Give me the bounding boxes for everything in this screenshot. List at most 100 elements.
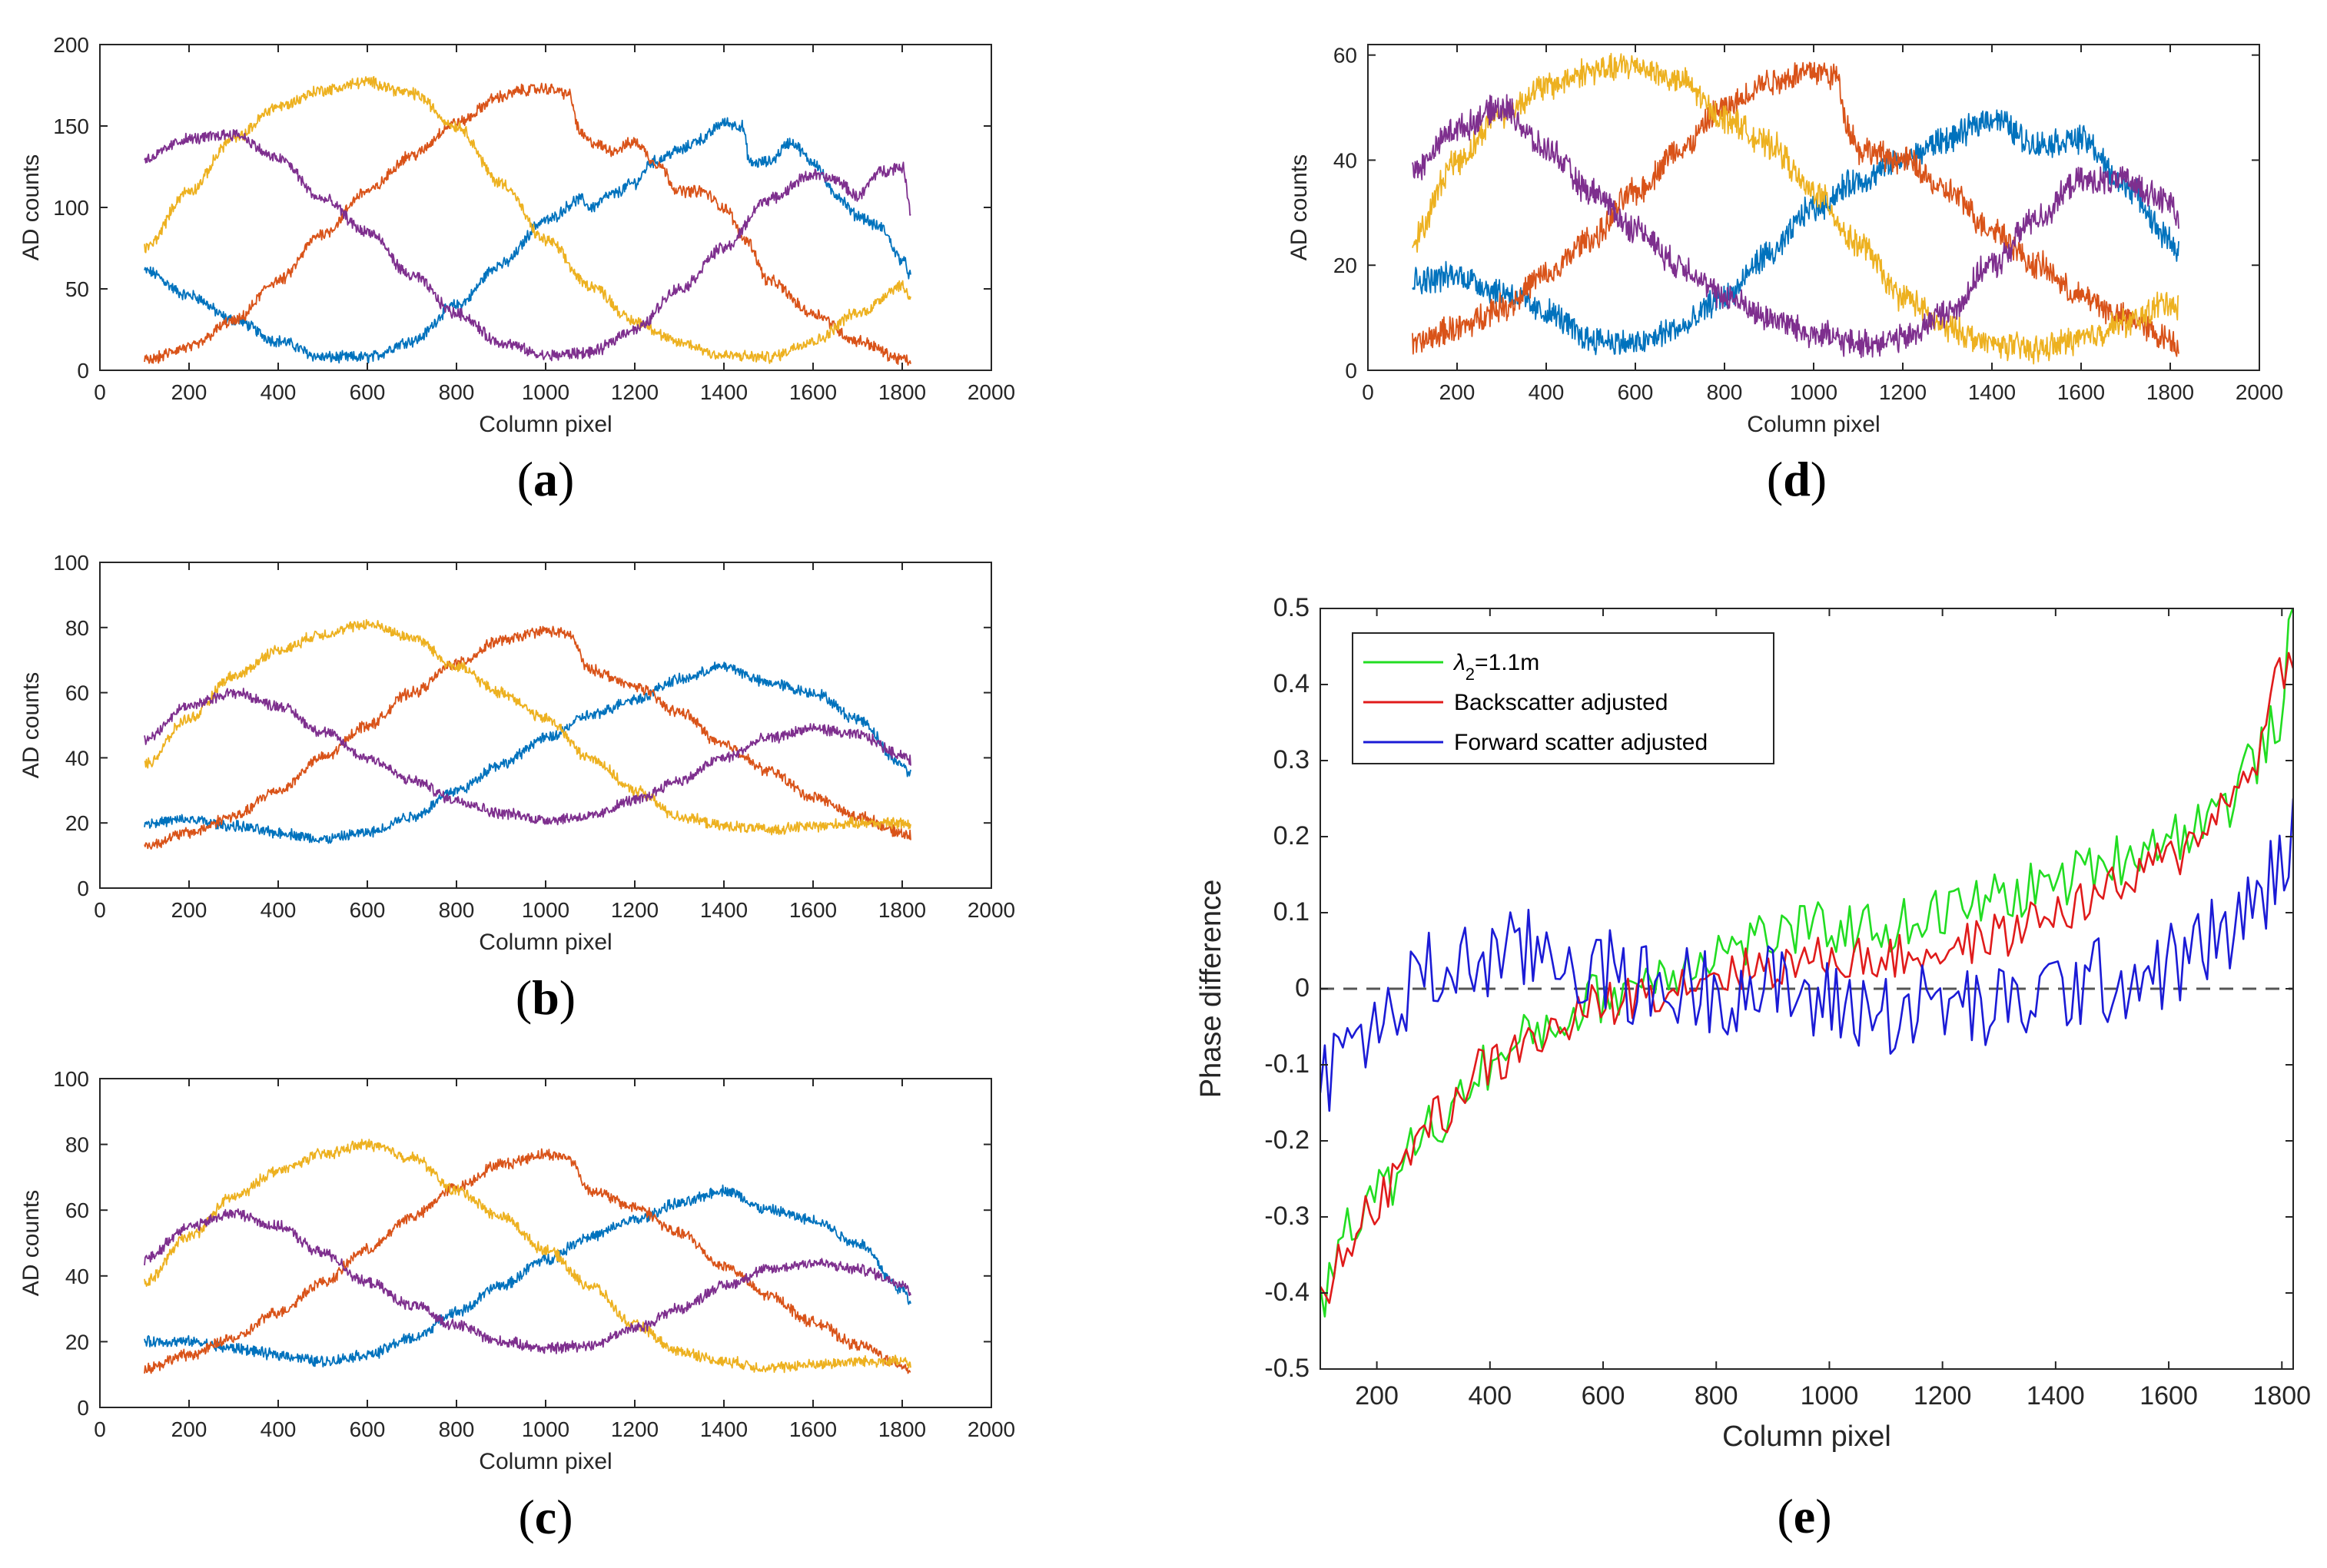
- y-tick-label: 100: [53, 196, 89, 220]
- y-tick-label: 40: [65, 1265, 89, 1288]
- y-tick-label: 0.5: [1273, 593, 1310, 622]
- y-tick-label: -0.5: [1264, 1354, 1310, 1383]
- y-tick-label: -0.1: [1264, 1049, 1310, 1079]
- series-line-c-yellow: [144, 1139, 911, 1374]
- y-tick-label: 0: [77, 877, 89, 900]
- y-axis-label: AD counts: [1286, 154, 1312, 260]
- x-tick-label: 800: [439, 1417, 475, 1441]
- x-tick-label: 1000: [522, 1417, 569, 1441]
- x-tick-label: 0: [1362, 380, 1374, 404]
- y-axis-label: Phase difference: [1195, 880, 1227, 1099]
- y-tick-label: -0.3: [1264, 1202, 1310, 1231]
- x-tick-label: 0: [94, 898, 106, 922]
- series-line-b-purple: [144, 688, 911, 826]
- x-tick-label: 1800: [878, 898, 926, 922]
- x-tick-label: 1400: [2027, 1381, 2085, 1411]
- chart-panel-e: 200 400 600 800 1000 1200 1400 1600 1800 -0.5 -0.4…: [1195, 593, 2311, 1543]
- x-tick-label: 1200: [1879, 380, 1927, 404]
- x-tick-label: 1600: [789, 380, 837, 404]
- y-tick-label: 40: [65, 746, 89, 770]
- x-tick-label: 1800: [2146, 380, 2194, 404]
- x-tick-label: 800: [1707, 380, 1743, 404]
- y-tick-label: -0.2: [1264, 1125, 1310, 1155]
- x-tick-label: 400: [1468, 1381, 1512, 1411]
- x-tick-label: 1400: [700, 380, 748, 404]
- y-tick-label: -0.4: [1264, 1278, 1310, 1307]
- y-tick-label: 0.2: [1273, 821, 1310, 850]
- y-tick-label: 20: [1333, 254, 1357, 277]
- series-line-d-purple: [1412, 94, 2179, 359]
- x-axis-label: Column pixel: [479, 930, 612, 955]
- x-tick-label: 200: [171, 1417, 207, 1441]
- x-tick-label: 1800: [878, 1417, 926, 1441]
- x-tick-label: 400: [1529, 380, 1565, 404]
- x-tick-label: 600: [350, 1417, 386, 1441]
- x-tick-label: 2000: [968, 380, 1015, 404]
- y-tick-label: 0.3: [1273, 745, 1310, 774]
- x-tick-label: 2000: [2236, 380, 2283, 404]
- y-tick-label: 0.4: [1273, 669, 1310, 698]
- y-tick-label: 0.1: [1273, 897, 1310, 927]
- series-line-b-blue: [144, 661, 911, 844]
- y-tick-label: 100: [53, 551, 89, 575]
- x-tick-label: 800: [439, 898, 475, 922]
- series-line-a-orange: [144, 82, 911, 366]
- legend-entry-label: λ2=1.1m: [1452, 650, 1539, 684]
- y-tick-label: 60: [65, 1198, 89, 1222]
- series-line-b-yellow: [144, 618, 911, 836]
- x-tick-label: 0: [94, 380, 106, 404]
- x-tick-label: 1000: [522, 380, 569, 404]
- x-tick-label: 1200: [611, 1417, 659, 1441]
- panel-label-a: (a): [517, 452, 575, 506]
- chart-panel-c: 0 200 400 600 800 1000 1200 1400 1600 1800 2000 0 20…: [18, 1067, 1015, 1544]
- chart-panel-b: 0 200 400 600 800 1000 1200 1400 1600 1800 2000 0 20…: [18, 551, 1015, 1025]
- series-line-d-yellow: [1412, 52, 2179, 365]
- x-tick-label: 1800: [878, 380, 926, 404]
- y-tick-label: 80: [65, 616, 89, 640]
- chart-panel-d: 0 200 400 600 800 1000 1200 1400 1600 1800 2000 0 20…: [1286, 44, 2283, 506]
- y-tick-label: 60: [1333, 44, 1357, 68]
- panel-label-b: (b): [516, 970, 576, 1025]
- plot-frame-b: [99, 562, 992, 889]
- series-line-a-purple: [144, 129, 911, 362]
- series-line-a-blue: [144, 117, 911, 364]
- x-tick-label: 200: [1439, 380, 1476, 404]
- chart-panel-a: 0 200 400 600 800 1000 1200 1400 1600 1800 2000 0 50…: [18, 33, 1015, 506]
- y-tick-label: 150: [53, 114, 89, 138]
- series-line-d-blue: [1412, 109, 2179, 356]
- x-axis-label: Column pixel: [1722, 1420, 1891, 1453]
- x-tick-label: 1400: [1968, 380, 2016, 404]
- legend-entry-label: Backscatter adjusted: [1454, 690, 1668, 715]
- y-tick-label: 20: [65, 1330, 89, 1354]
- series-line-a-yellow: [144, 75, 911, 364]
- series-line-c-purple: [144, 1208, 911, 1354]
- y-axis-label: AD counts: [18, 1190, 44, 1296]
- x-tick-label: 1200: [611, 898, 659, 922]
- x-tick-label: 600: [1582, 1381, 1625, 1411]
- x-tick-label: 1000: [522, 898, 569, 922]
- x-tick-label: 1000: [1790, 380, 1837, 404]
- x-tick-label: 1600: [2057, 380, 2105, 404]
- x-tick-label: 600: [1618, 380, 1654, 404]
- x-tick-label: 200: [1355, 1381, 1399, 1411]
- y-axis-label: AD counts: [18, 154, 44, 260]
- x-tick-label: 800: [439, 380, 475, 404]
- y-tick-label: 20: [65, 811, 89, 835]
- series-line-e-red: [1320, 651, 2293, 1304]
- x-tick-label: 1000: [1801, 1381, 1859, 1411]
- x-tick-label: 2000: [968, 898, 1015, 922]
- x-tick-label: 1400: [700, 898, 748, 922]
- x-tick-label: 1600: [2139, 1381, 2198, 1411]
- x-tick-label: 200: [171, 380, 207, 404]
- x-axis-label: Column pixel: [1747, 412, 1880, 437]
- series-line-d-orange: [1412, 61, 2179, 357]
- x-tick-label: 1600: [789, 898, 837, 922]
- y-tick-label: 60: [65, 681, 89, 705]
- series-line-b-orange: [144, 625, 911, 850]
- y-tick-label: 0: [1295, 973, 1310, 1003]
- panel-label-e: (e): [1777, 1489, 1831, 1543]
- x-tick-label: 400: [261, 898, 297, 922]
- x-tick-label: 1200: [1914, 1381, 1972, 1411]
- panel-label-c: (c): [518, 1490, 573, 1544]
